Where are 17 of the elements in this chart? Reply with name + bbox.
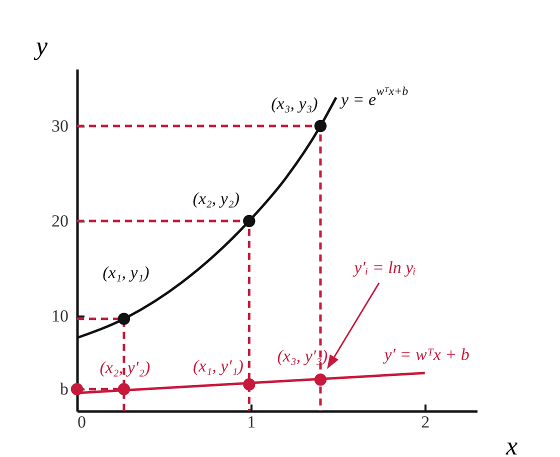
- annotation: y′ᵢ = ln yᵢ: [352, 258, 416, 277]
- annotation: (x₃, y′₃): [277, 346, 328, 366]
- y-tick-label: 10: [52, 306, 68, 326]
- annotation: (x₁, y′₁): [192, 356, 244, 376]
- y-tick-label: b: [60, 380, 68, 399]
- y-tick-label: 30: [52, 116, 68, 136]
- annotation: y′ = wᵀx + b: [382, 345, 470, 364]
- y-axis-title: y: [32, 32, 48, 60]
- annotation: (x₂, y′₂): [100, 358, 151, 378]
- annotation: (x₃, y₃): [271, 94, 318, 113]
- annotation: (x₁, y₁): [102, 262, 150, 282]
- x-tick-label: 0: [78, 412, 86, 432]
- x-tick-label: 2: [421, 412, 430, 432]
- annotation: (x₂, y₂): [192, 189, 240, 208]
- x-tick-label: 1: [247, 412, 256, 432]
- y-tick-label: 20: [52, 212, 68, 230]
- x-axis-title: x: [504, 432, 518, 457]
